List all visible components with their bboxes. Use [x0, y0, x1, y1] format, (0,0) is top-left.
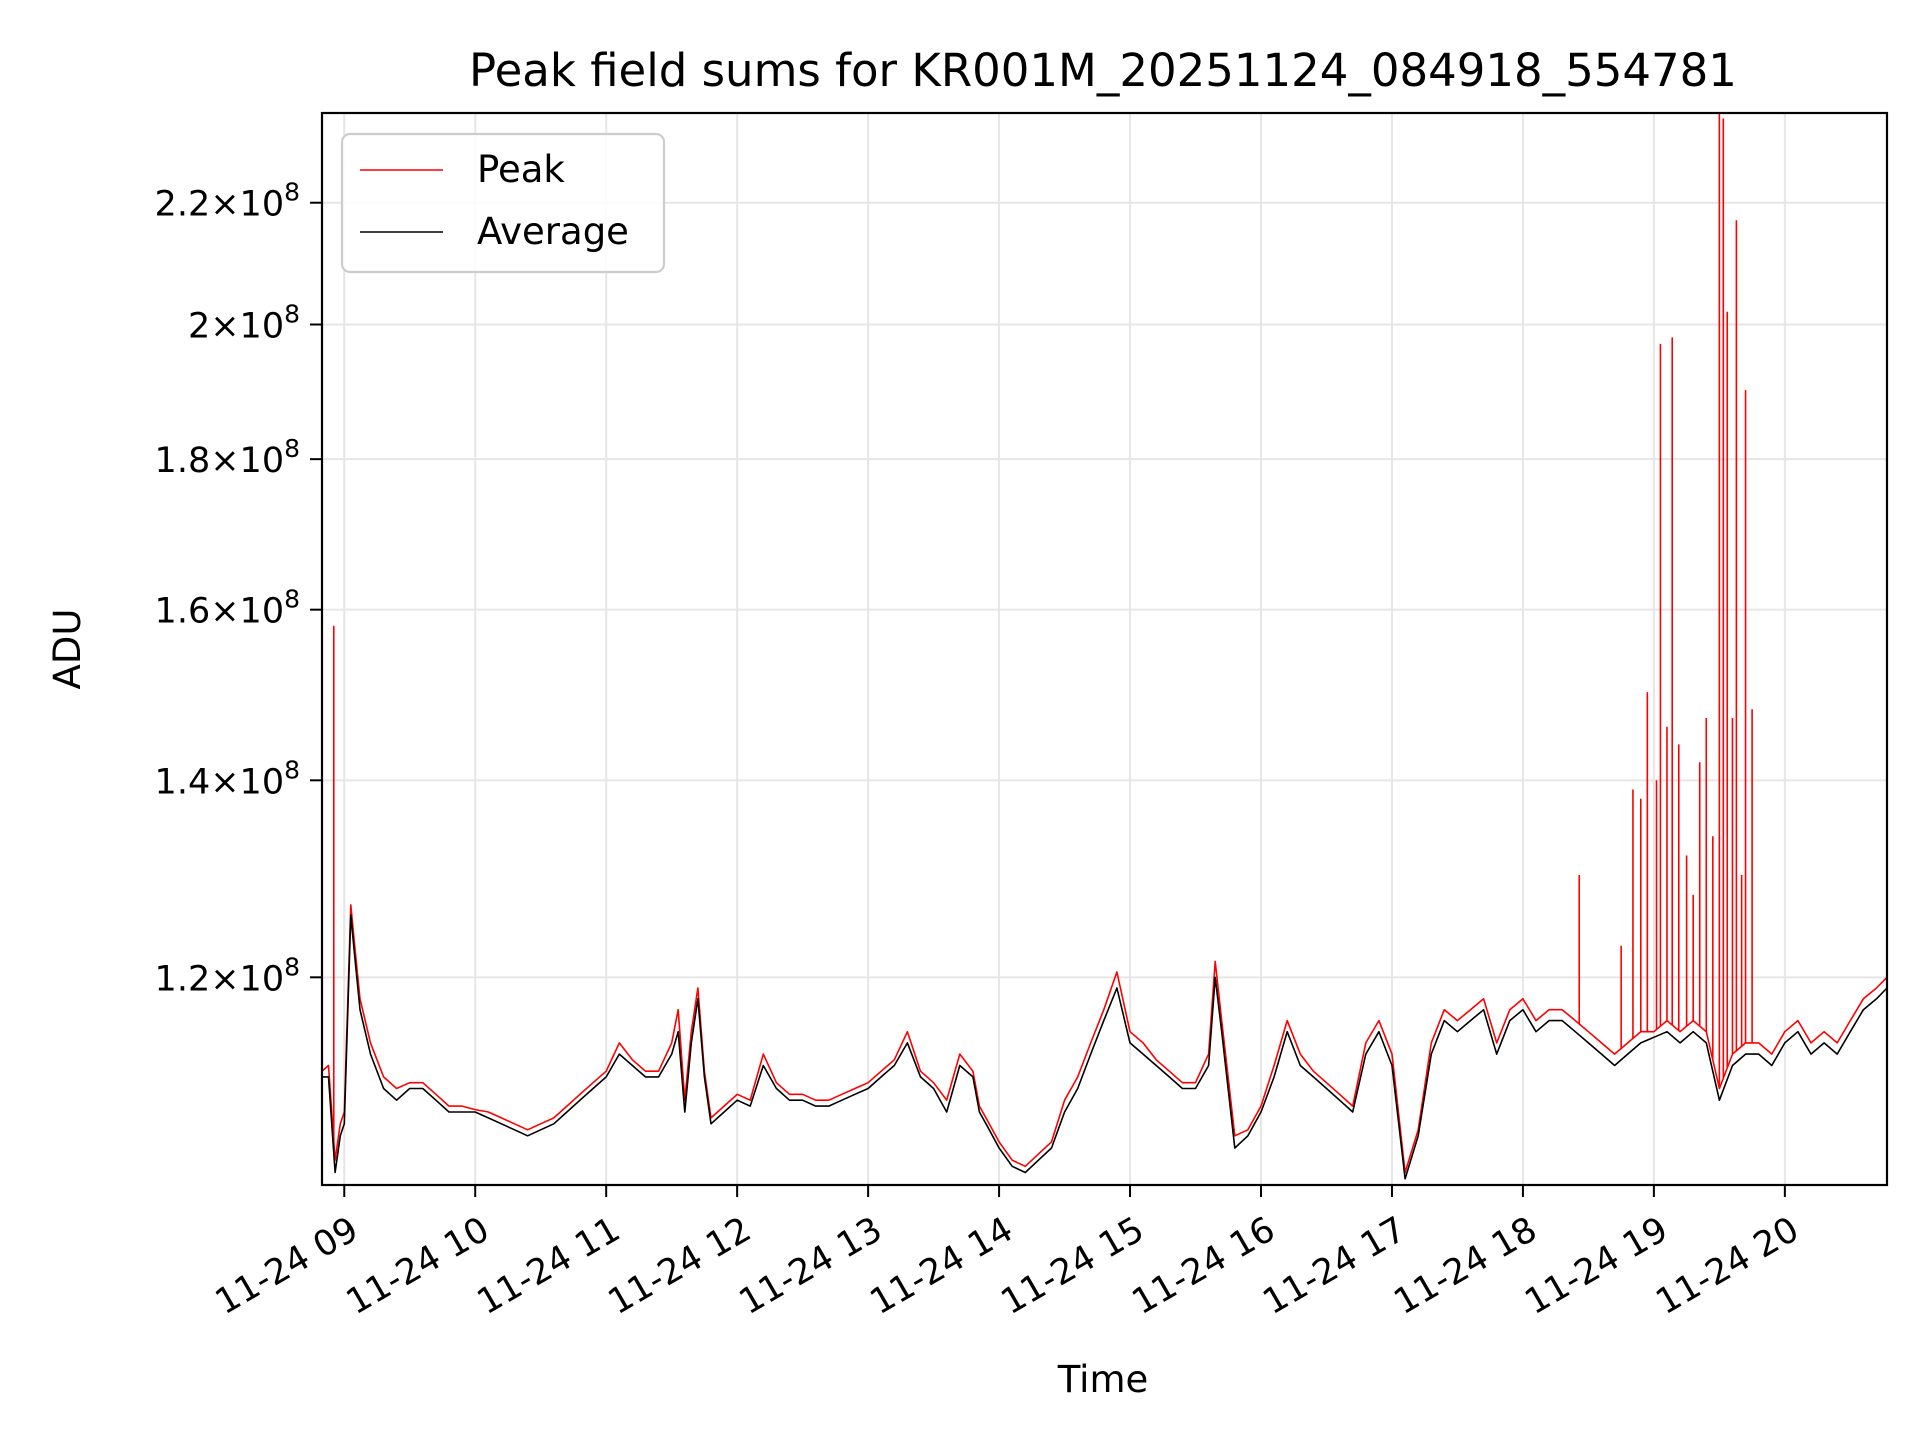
- y-tick-exponent: 8: [284, 952, 300, 981]
- legend-peak-label: Peak: [477, 148, 565, 191]
- y-tick-mantissa: 1.8: [155, 441, 211, 481]
- y-tick-exponent: 8: [284, 755, 300, 784]
- gridlines: [322, 113, 1887, 1185]
- legend: Peak Average: [340, 132, 666, 274]
- y-tick-label: 2×108: [188, 300, 300, 347]
- series-line-peak: [322, 904, 1887, 1174]
- y-tick-exponent: 8: [284, 585, 300, 614]
- y-tick-label: 1.4×108: [155, 755, 300, 802]
- y-tick-exponent: 8: [284, 434, 300, 463]
- legend-average-label: Average: [477, 210, 629, 253]
- legend-box: [340, 132, 666, 274]
- series-line-average: [322, 914, 1887, 1180]
- y-tick-label: 2.2×108: [155, 178, 300, 225]
- plot-frame: [320, 111, 1889, 1187]
- y-axis-label: ADU: [46, 609, 89, 690]
- y-tick-label: 1.8×108: [155, 434, 300, 481]
- y-tick-mantissa: 2: [188, 307, 210, 347]
- x-axis-label: Time: [1057, 1358, 1149, 1401]
- y-tick-mantissa: 2.2: [155, 185, 211, 225]
- y-tick-exponent: 8: [284, 178, 300, 207]
- y-tick-label: 1.2×108: [155, 952, 300, 999]
- y-tick-mantissa: 1.4: [155, 762, 211, 802]
- y-axis: 1.2×108 1.4×108 1.6×108 1.8×108 2×108 2.2×108: [155, 178, 322, 999]
- series-average: [322, 914, 1887, 1180]
- y-tick-mantissa: 1.6: [155, 592, 211, 632]
- series-peak: [322, 113, 1887, 1174]
- y-tick-mantissa: 1.2: [155, 959, 211, 999]
- y-tick-exponent: 8: [284, 300, 300, 329]
- y-tick-label: 1.6×108: [155, 585, 300, 632]
- chart-title: Peak field sums for KR001M_20251124_0849…: [469, 44, 1737, 97]
